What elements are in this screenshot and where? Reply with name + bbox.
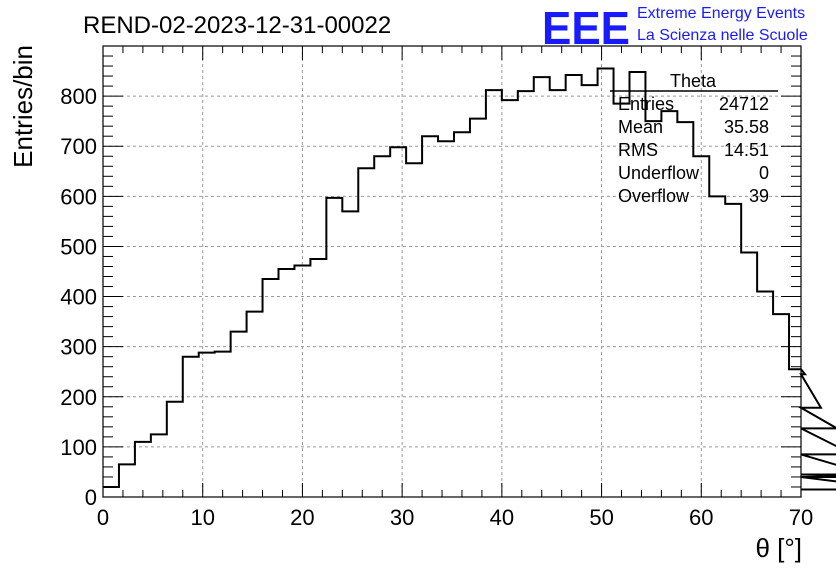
logo-line-1: Extreme Energy Events [637, 5, 805, 22]
grid-lines [103, 46, 801, 497]
logo-line-2: La Scienza nelle Scuole [637, 27, 808, 44]
stats-box: Theta Entries 24712 Mean 35.58 RMS 14.51 Under… [610, 71, 778, 206]
chart-title: REND-02-2023-12-31-00022 [83, 12, 391, 39]
stats-row-label: RMS [618, 140, 658, 160]
y-tick-label: 700 [60, 134, 97, 159]
y-tick-label: 800 [60, 84, 97, 109]
y-tick-label: 200 [60, 385, 97, 410]
stats-row-value: 14.51 [724, 140, 769, 160]
stats-row-label: Mean [618, 117, 663, 137]
x-tick-label: 70 [789, 505, 813, 530]
x-tick-label: 0 [97, 505, 109, 530]
x-tick-label: 50 [589, 505, 613, 530]
plot-frame [102, 45, 802, 498]
y-tick-label: 600 [60, 184, 97, 209]
y-tick-label: 400 [60, 285, 97, 310]
stats-row-value: 39 [749, 186, 769, 206]
x-tick-label: 10 [190, 505, 214, 530]
logo-mark: EEE [542, 2, 630, 54]
eee-logo: EEE Extreme Energy Events La Scienza nel… [542, 2, 808, 54]
stats-row-value: 35.58 [724, 117, 769, 137]
y-tick-label: 100 [60, 435, 97, 460]
stats-title: Theta [670, 71, 717, 91]
stats-row-label: Underflow [618, 163, 700, 183]
x-tick-label: 20 [290, 505, 314, 530]
stats-row-label: Overflow [618, 186, 690, 206]
y-tick-label: 500 [60, 234, 97, 259]
y-tick-label: 300 [60, 335, 97, 360]
x-tick-label: 40 [490, 505, 514, 530]
x-tick-label: 30 [390, 505, 414, 530]
stats-row-value: 0 [759, 163, 769, 183]
stats-row-value: 24712 [719, 94, 769, 114]
histogram-line [103, 67, 836, 491]
y-axis-label: Entries/bin [8, 45, 38, 168]
stats-row-label: Entries [618, 94, 674, 114]
x-tick-label: 60 [689, 505, 713, 530]
x-axis-label: θ [°] [755, 533, 802, 563]
y-tick-label: 0 [85, 485, 97, 510]
